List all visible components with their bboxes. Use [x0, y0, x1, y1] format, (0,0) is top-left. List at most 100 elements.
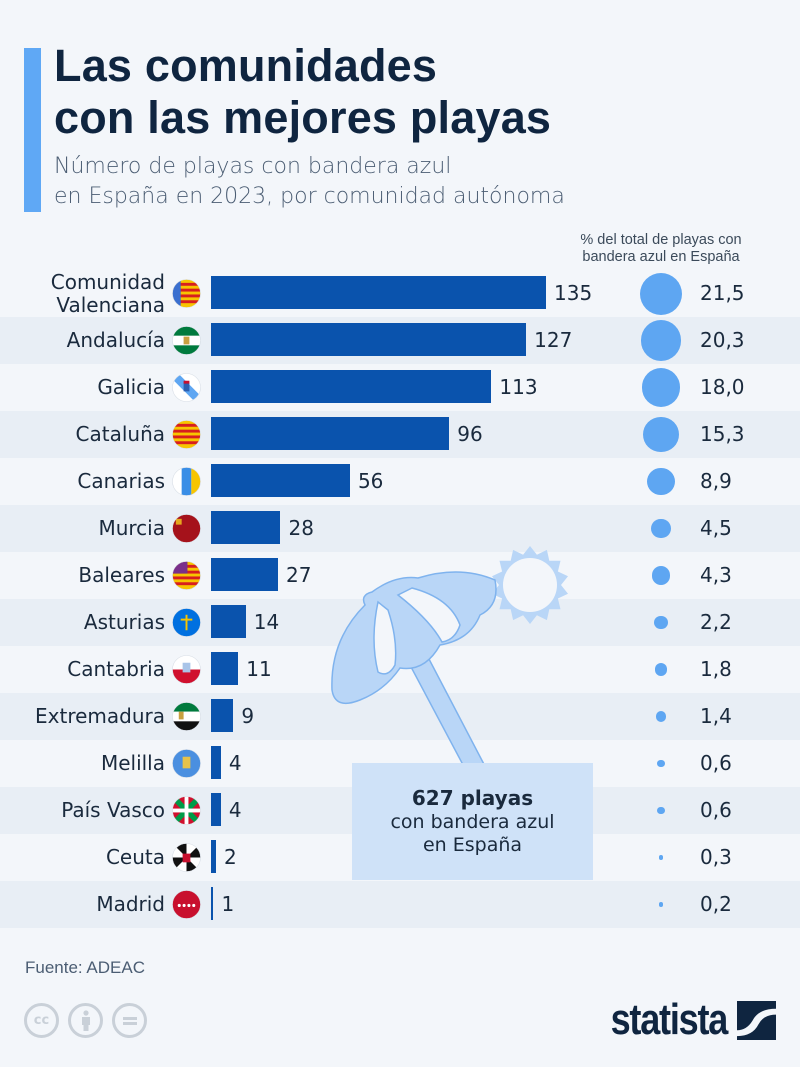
percent-value-label: 0,2 [700, 892, 732, 916]
percent-bubble [651, 518, 671, 539]
percent-header-line-2: bandera azul en España [582, 249, 740, 265]
bar [211, 699, 234, 732]
source-note: Fuente: ADEAC [25, 958, 146, 977]
percent-bubble [654, 615, 668, 630]
bar [211, 605, 246, 638]
bar-value-label: 135 [554, 281, 593, 305]
percent-bubble [657, 806, 665, 814]
total-callout-line-2: con bandera azul [390, 811, 555, 833]
chart-title: Las comunidades con las mejores playas [54, 40, 551, 144]
flag-murcia-icon [172, 514, 201, 543]
flag-baleares-icon [172, 561, 201, 590]
category-label: Cantabria [67, 657, 165, 681]
subtitle-line-1: Número de playas con bandera azul [54, 154, 452, 179]
percent-value-label: 1,4 [700, 704, 732, 728]
percent-bubble [651, 566, 671, 585]
percent-column-header: % del total de playas con bandera azul e… [546, 232, 776, 266]
bar-value-label: 113 [499, 375, 538, 399]
bar [211, 417, 450, 450]
bar-value-label: 127 [534, 328, 573, 352]
percent-bubble [654, 663, 668, 676]
chart-row: Comunidad Valenciana 135 21,5 [0, 270, 800, 317]
percent-bubble [655, 711, 667, 722]
category-label: Ceuta [105, 845, 165, 869]
title-accent-bar [24, 48, 41, 212]
bar [211, 793, 221, 826]
bar [211, 746, 221, 779]
by-attribution-icon[interactable] [68, 1003, 103, 1038]
license-icons: cc [24, 1003, 147, 1038]
category-label: Cataluña [75, 422, 165, 446]
chart-row: Galicia 113 18,0 [0, 364, 800, 411]
bar-value-label: 1 [221, 892, 235, 916]
total-callout-line-3: en España [422, 834, 523, 856]
category-label: Galicia [97, 375, 165, 399]
percent-value-label: 18,0 [700, 375, 745, 399]
bar-value-label: 2 [223, 845, 237, 869]
bar [211, 887, 214, 920]
chart-row: Asturias 14 2,2 [0, 599, 800, 646]
flag-galicia-icon [172, 373, 201, 402]
title-line-1: Las comunidades [54, 40, 438, 91]
bar [211, 464, 350, 497]
cc-icon[interactable]: cc [24, 1003, 59, 1038]
statista-logo-mark-icon [737, 1000, 776, 1040]
percent-bubble [640, 320, 682, 361]
bar-value-label: 96 [457, 422, 483, 446]
percent-value-label: 20,3 [700, 328, 745, 352]
chart-row: Cataluña 96 15,3 [0, 411, 800, 458]
statista-logo[interactable]: statista [585, 995, 776, 1045]
percent-value-label: 0,6 [700, 798, 732, 822]
total-callout-value: 627 playas [411, 786, 534, 810]
category-label: Canarias [77, 469, 165, 493]
chart-row: Cantabria 11 1,8 [0, 646, 800, 693]
bar-value-label: 9 [241, 704, 255, 728]
flag-cataluna-icon [172, 420, 201, 449]
no-derivatives-icon[interactable] [112, 1003, 147, 1038]
percent-bubble [657, 759, 665, 767]
percent-value-label: 4,5 [700, 516, 732, 540]
flag-andalucia-icon [172, 326, 201, 355]
percent-value-label: 0,6 [700, 751, 732, 775]
flag-canarias-icon [172, 467, 201, 496]
percent-bubble [658, 902, 664, 907]
flag-pais-vasco-icon [172, 796, 201, 825]
bar [211, 370, 492, 403]
bar-value-label: 11 [246, 657, 272, 681]
category-label: Madrid [96, 892, 165, 916]
category-label: Andalucía [66, 328, 165, 352]
chart-row: Andalucía 127 20,3 [0, 317, 800, 364]
bar-value-label: 14 [253, 610, 280, 634]
category-label: Comunidad Valenciana [50, 269, 165, 317]
bar [211, 511, 281, 544]
flag-melilla-icon [172, 749, 201, 778]
flag-madrid-icon [172, 890, 201, 919]
bar-value-label: 27 [286, 563, 312, 587]
percent-value-label: 1,8 [700, 657, 732, 681]
flag-ceuta-icon [172, 843, 201, 872]
bar-value-label: 4 [228, 798, 242, 822]
chart-subtitle: Número de playas con bandera azul en Esp… [54, 152, 565, 212]
category-label: Extremadura [35, 704, 165, 728]
percent-header-line-1: % del total de playas con [580, 232, 742, 248]
flag-cantabria-icon [172, 655, 201, 684]
chart-row: Baleares 27 4,3 [0, 552, 800, 599]
chart-row: Extremadura 9 1,4 [0, 693, 800, 740]
title-line-2: con las mejores playas [54, 92, 552, 143]
category-label: País Vasco [61, 798, 165, 822]
category-label: Baleares [78, 563, 165, 587]
bar-value-label: 28 [288, 516, 314, 540]
bar-value-label: 56 [357, 469, 384, 493]
chart-row: Ceuta 2 0,3 [0, 834, 800, 881]
total-callout: 627 playas con bandera azul en España [352, 763, 593, 880]
percent-value-label: 8,9 [700, 469, 732, 493]
category-label: Melilla [100, 751, 165, 775]
percent-value-label: 21,5 [700, 281, 745, 305]
percent-value-label: 4,3 [700, 563, 732, 587]
chart-row: Madrid 1 0,2 [0, 881, 800, 928]
bar-value-label: 4 [228, 751, 242, 775]
flag-asturias-icon [172, 608, 201, 637]
subtitle-line-2: en España en 2023, por comunidad autónom… [54, 184, 565, 209]
chart-row: Canarias 56 8,9 [0, 458, 800, 505]
flag-valencia-icon [172, 279, 201, 308]
